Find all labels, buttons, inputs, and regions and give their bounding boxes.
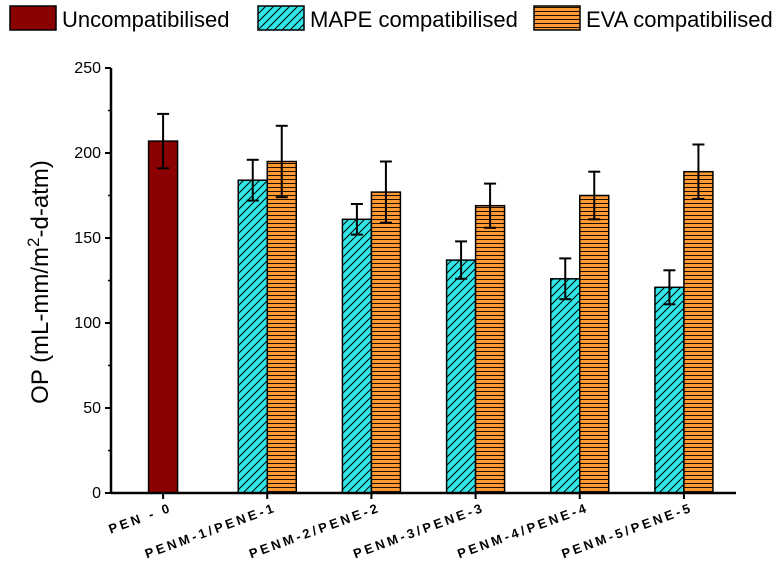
legend-label-uncompatibilised: Uncompatibilised xyxy=(62,7,230,32)
y-tick-label-150: 150 xyxy=(74,230,101,247)
legend-item-eva: EVA compatibilised xyxy=(533,5,773,32)
y-tick-label-0: 0 xyxy=(92,485,101,502)
legend: Uncompatibilised MAPE compatibilised EVA… xyxy=(9,5,773,32)
legend-item-uncompatibilised: Uncompatibilised xyxy=(9,5,230,32)
bar-uncompatibilised-pen-0 xyxy=(147,140,179,494)
legend-swatch-mape xyxy=(257,5,305,31)
y-tick-label-50: 50 xyxy=(83,400,101,417)
y-tick-label-200: 200 xyxy=(74,145,101,162)
legend-swatch-eva xyxy=(533,5,581,31)
bar-mape-compatibilised-penm-5-pene-5 xyxy=(654,286,685,494)
legend-label-mape: MAPE compatibilised xyxy=(310,7,518,32)
y-tick-label-250: 250 xyxy=(74,60,101,77)
bar-mape-compatibilised-penm-2-pene-2 xyxy=(341,218,373,494)
y-axis-title-sup: 2 xyxy=(24,237,43,246)
legend-item-mape: MAPE compatibilised xyxy=(257,5,518,32)
bar-eva-compatibilised-penm-3-pene-3 xyxy=(474,204,506,494)
bar-eva-compatibilised-penm-5-pene-5 xyxy=(683,170,714,494)
bar-mape-compatibilised-penm-1-pene-1 xyxy=(237,179,268,494)
legend-swatch-uncompatibilised xyxy=(9,5,57,31)
legend-label-eva: EVA compatibilised xyxy=(586,7,773,32)
x-tick-label-pen-0: PEN - 0 xyxy=(106,500,174,537)
y-axis-title-tail: -d-atm) xyxy=(27,160,54,237)
bar-eva-compatibilised-penm-4-pene-4 xyxy=(579,194,610,494)
y-axis-title-base: OP (mL-mm/m xyxy=(27,247,54,404)
y-axis-title: OP (mL-mm/m2-d-atm) xyxy=(24,160,54,404)
bar-eva-compatibilised-penm-2-pene-2 xyxy=(370,191,402,494)
bar-eva-compatibilised-penm-1-pene-1 xyxy=(266,160,297,494)
bar-mape-compatibilised-penm-3-pene-3 xyxy=(445,259,477,494)
bar-mape-compatibilised-penm-4-pene-4 xyxy=(550,278,581,494)
y-tick-label-100: 100 xyxy=(74,315,101,332)
